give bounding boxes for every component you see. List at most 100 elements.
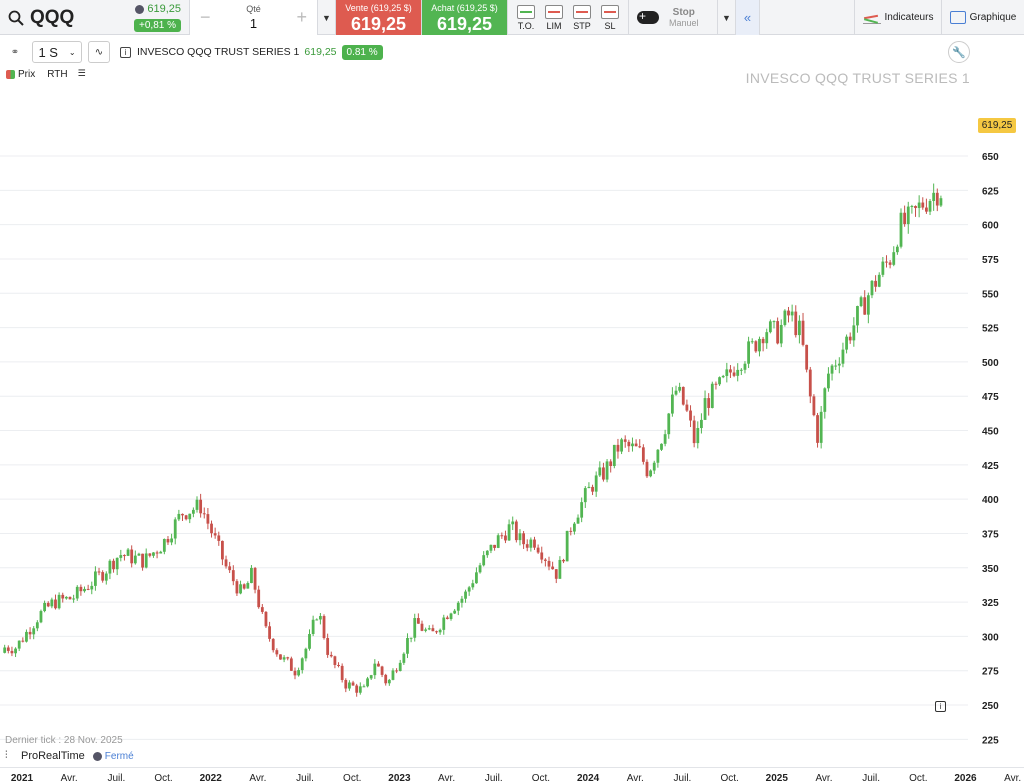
- candle-body: [54, 599, 57, 609]
- sell-button[interactable]: Vente (619,25 $) 619,25: [336, 0, 422, 35]
- candle-body: [271, 638, 275, 651]
- candle-body: [318, 616, 322, 620]
- candle-body: [191, 509, 195, 514]
- stop-manual-toggle[interactable]: Stop Manuel: [628, 0, 718, 35]
- candle-body: [700, 419, 703, 429]
- candle-body: [173, 519, 177, 539]
- x-tick-label: 2025: [766, 773, 789, 784]
- candle-body: [496, 535, 500, 548]
- order-type-stop[interactable]: STP: [568, 0, 596, 35]
- candle-body: [195, 499, 199, 510]
- candle-body: [333, 656, 337, 665]
- info-icon[interactable]: i: [120, 46, 131, 58]
- indicators-button[interactable]: Indicateurs: [855, 0, 942, 35]
- x-tick-label: Avr.: [815, 773, 832, 784]
- candle-body: [710, 383, 714, 408]
- candle-body: [137, 553, 141, 556]
- candle-body: [562, 559, 565, 562]
- candle-body: [536, 547, 540, 553]
- buy-button[interactable]: Achat (619,25 $) 619,25: [422, 0, 508, 35]
- chart-settings-button[interactable]: 🔧: [948, 41, 970, 63]
- candle-body: [25, 631, 28, 642]
- link-icon[interactable]: ⚭: [10, 46, 20, 58]
- list-icon[interactable]: ☰: [77, 68, 86, 78]
- collapse-panel-button[interactable]: «: [736, 0, 760, 35]
- candle-body: [279, 654, 282, 660]
- symbol-search[interactable]: QQQ 619,25 +0,81 %: [0, 0, 190, 35]
- candle-body: [932, 192, 936, 201]
- candle-body: [329, 654, 333, 657]
- candle-body: [35, 622, 39, 629]
- candle-body: [395, 670, 398, 672]
- chart-watermark: INVESCO QQQ TRUST SERIES 1: [745, 70, 970, 86]
- y-tick-label: 250: [982, 701, 999, 712]
- candle-body: [529, 539, 533, 548]
- candle-body: [594, 475, 598, 492]
- candle-body: [246, 583, 250, 589]
- order-type-market[interactable]: T.O.: [512, 0, 540, 35]
- candle-body: [928, 200, 932, 212]
- candle-body: [583, 488, 587, 503]
- candle-body: [631, 443, 634, 447]
- stop-dropdown-button[interactable]: ▼: [718, 0, 736, 35]
- chart-button[interactable]: Graphique: [942, 0, 1024, 35]
- candle-body: [866, 295, 870, 315]
- stop-sub-label: Manuel: [669, 18, 699, 28]
- chevron-down-icon: ▼: [322, 12, 331, 23]
- y-tick-label: 550: [982, 289, 999, 300]
- x-tick-label: Oct.: [343, 773, 361, 784]
- market-status: Fermé: [104, 750, 134, 762]
- y-tick-label: 475: [982, 392, 999, 403]
- candle-body: [707, 398, 711, 408]
- candle-body: [297, 670, 301, 676]
- instrument-name: INVESCO QQQ TRUST SERIES 1: [137, 46, 300, 58]
- info-icon[interactable]: i: [935, 701, 946, 712]
- qty-dropdown-button[interactable]: ▼: [318, 0, 336, 35]
- globe-icon: [135, 4, 145, 14]
- candle-body: [939, 198, 943, 206]
- y-tick-label: 400: [982, 495, 999, 506]
- price-legend-label[interactable]: Prix: [18, 68, 36, 80]
- candle-body: [598, 467, 602, 476]
- order-type-stop-limit[interactable]: SL: [596, 0, 624, 35]
- order-type-label: T.O.: [517, 21, 535, 31]
- candle-body: [895, 246, 899, 253]
- timeframe-select[interactable]: 1 S ⌄: [32, 41, 82, 63]
- x-tick-label: Avr.: [1004, 773, 1021, 784]
- candle-body: [224, 559, 228, 567]
- candle-body: [747, 341, 750, 364]
- candle-body: [242, 584, 246, 589]
- topbar-spacer: [760, 0, 855, 34]
- chart-type-button[interactable]: ∿: [88, 41, 110, 63]
- candle-body: [848, 336, 852, 341]
- qty-decrement-button[interactable]: −: [200, 7, 211, 27]
- candle-body: [558, 559, 562, 579]
- candle-body: [282, 657, 286, 660]
- candle-body: [547, 560, 551, 567]
- candle-body: [569, 530, 573, 532]
- qty-increment-button[interactable]: +: [296, 7, 307, 27]
- candle-body: [500, 535, 504, 537]
- candle-body: [580, 502, 584, 518]
- quantity-stepper[interactable]: − Qté 1 +: [190, 0, 318, 35]
- candle-body: [456, 602, 460, 611]
- x-axis-line: [0, 767, 1024, 768]
- toggle-icon: [637, 9, 659, 24]
- search-icon: [8, 10, 24, 26]
- candle-body: [925, 207, 928, 212]
- candle-body: [39, 611, 43, 623]
- candle-body: [130, 549, 134, 564]
- candle-body: [90, 585, 94, 590]
- chart-label: Graphique: [969, 12, 1017, 23]
- qty-value[interactable]: 1: [249, 16, 258, 31]
- price-legend-icon: [6, 69, 15, 79]
- price-chart[interactable]: 225 250 275 300 325 350 375 400 425 450 475 500 525 5…: [0, 66, 1024, 784]
- order-type-limit[interactable]: LIM: [540, 0, 568, 35]
- rth-legend-label[interactable]: RTH: [47, 68, 68, 80]
- candle-body: [126, 549, 130, 556]
- candle-body: [656, 449, 660, 463]
- candle-body: [213, 533, 217, 536]
- candle-body: [641, 447, 645, 462]
- candle-body: [46, 602, 50, 607]
- x-tick-label: Juil.: [485, 773, 503, 784]
